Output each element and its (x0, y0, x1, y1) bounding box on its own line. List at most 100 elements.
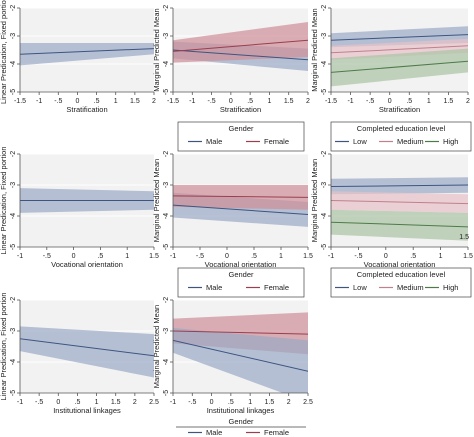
panel-r2c2: -2 -3 -4 -5-1 -.5 0 .5 1 1.5 Vocational orientati… (152, 151, 313, 269)
plot-area (173, 185, 308, 227)
series-line-navy (173, 49, 308, 61)
legend-title: Gender (228, 124, 254, 133)
ci-band-navy (173, 327, 308, 393)
legend-entry: Female (264, 283, 289, 292)
legend-entry: High (443, 137, 458, 146)
legend-title: Completed education level (357, 124, 446, 133)
x-tick-label: 0 (75, 98, 79, 105)
legend-title: Gender (228, 270, 254, 279)
x-tick-label: -1 (170, 253, 176, 260)
panel-r2c3: -2 -3 -4 -5-1 -.5 0 .5 1 1.5 Vocational orientati… (310, 151, 473, 269)
plot-area (20, 188, 154, 213)
y-tick-label: -4 (321, 213, 328, 219)
series-line-pink (331, 200, 468, 205)
legend-entry: Male (206, 283, 222, 292)
legend-entry: Male (206, 428, 222, 437)
y-tick-label: -2 (321, 151, 328, 157)
y-tick-label: -3 (321, 33, 328, 39)
x-tick-label: -.5 (354, 253, 362, 260)
panel-r1c3: -2 -3 -4 -5 -1.5 -1 -.5 0 .5 1 1.5 2 Stratification M… (310, 5, 470, 114)
x-tick-label: 1.5 (130, 98, 140, 105)
legend-entry: Low (353, 283, 367, 292)
x-axis-label: Institutional linkages (207, 406, 275, 415)
x-tick-label: 1 (279, 253, 283, 260)
series-line-green (331, 60, 468, 73)
plot-area (20, 326, 154, 378)
y-tick-label: -4 (10, 213, 17, 219)
y-tick-label: -2 (163, 151, 170, 157)
x-tick-label: 1.5 (111, 399, 121, 406)
y-tick-label: -3 (163, 33, 170, 39)
ci-band-navy (20, 326, 154, 378)
x-tick-label: .5 (75, 399, 81, 406)
x-tick-label: 1.5 (444, 98, 454, 105)
legend-entry: Medium (397, 137, 424, 146)
x-tick-label: 1 (439, 253, 443, 260)
legend-box (330, 121, 472, 152)
x-tick-label: -.5 (366, 98, 374, 105)
x-tick-label: .5 (228, 399, 234, 406)
x-tick-label: 2.5 (303, 399, 313, 406)
series-line-red (173, 39, 308, 52)
legend-title: Completed education level (357, 270, 446, 279)
panel-r3c2: -2 -3 -4 -5-1 -.5 0 .5 1 1.5 2 2.5 Institutional li… (152, 297, 313, 415)
series-line-green (331, 221, 468, 228)
x-tick-label: .5 (251, 253, 257, 260)
x-axis-label: Stratification (220, 105, 261, 114)
y-tick-label: -5 (10, 244, 17, 250)
panel-r1c1: -2 -3 -4 -5 -1.5 -1 -.5 0 .5 1 1.5 2 Stratification L… (0, 0, 156, 114)
y-tick-label: -2 (163, 297, 170, 303)
plot-area (331, 177, 468, 241)
x-tick-label: -1 (170, 399, 176, 406)
y-tick-label: -4 (10, 359, 17, 365)
y-tick-label: -5 (321, 244, 328, 250)
x-tick-label: .5 (247, 98, 253, 105)
ci-band-red (173, 185, 308, 210)
y-axis-label: Linear Predication, Fixed portion (0, 147, 8, 255)
x-tick-label: 1.5 (265, 399, 275, 406)
x-tick-label: -1.5 (167, 98, 179, 105)
ci-band-green (331, 209, 468, 241)
series-line-navy (331, 34, 468, 41)
x-tick-label: -1 (17, 253, 23, 260)
ci-band-navy (20, 43, 154, 66)
x-tick-label: 1 (125, 253, 129, 260)
y-tick-label: -2 (10, 151, 17, 157)
x-tick-label: -.5 (188, 399, 196, 406)
legend-gender-row3: Gender Male Female (176, 417, 306, 437)
x-tick-label: -.5 (196, 253, 204, 260)
y-tick-label: -3 (321, 182, 328, 188)
y-tick-label: -5 (10, 390, 17, 396)
y-axis-label: Linear Predication, Fixed portion (0, 293, 8, 401)
x-tick-label: 2 (287, 399, 291, 406)
y-tick-label: -2 (10, 5, 17, 11)
x-tick-label: 2 (466, 98, 470, 105)
y-tick-label: -5 (163, 89, 170, 95)
x-tick-label: -1 (189, 98, 195, 105)
series-line-navy (173, 339, 308, 372)
x-tick-label: -1.5 (325, 98, 337, 105)
y-axis-label: Linear Predication, Fixed portion (0, 0, 8, 104)
legend-entry: Medium (397, 283, 424, 292)
legend-box (330, 267, 472, 298)
legend-gender: Gender Male Female (177, 267, 305, 298)
x-tick-label: 0 (210, 399, 214, 406)
x-tick-label: .5 (94, 98, 100, 105)
x-tick-label: 1 (427, 98, 431, 105)
x-tick-label: -.5 (207, 98, 215, 105)
series-line-navy (20, 338, 154, 357)
y-tick-label: -2 (321, 5, 328, 11)
x-tick-label: 2 (306, 98, 310, 105)
legend-box (177, 121, 305, 152)
legend-entry: Low (353, 137, 367, 146)
y-tick-label: -2 (163, 5, 170, 11)
x-tick-label: 0 (72, 253, 76, 260)
y-tick-label: -4 (163, 359, 170, 365)
x-tick-label: -1 (347, 98, 353, 105)
x-axis-label: Vocational orientation (364, 260, 436, 269)
y-axis-label: Marginal Predicted Mean (152, 159, 161, 242)
x-tick-label: 0 (225, 253, 229, 260)
legend-entry: Male (206, 137, 222, 146)
x-tick-label: 1 (248, 399, 252, 406)
